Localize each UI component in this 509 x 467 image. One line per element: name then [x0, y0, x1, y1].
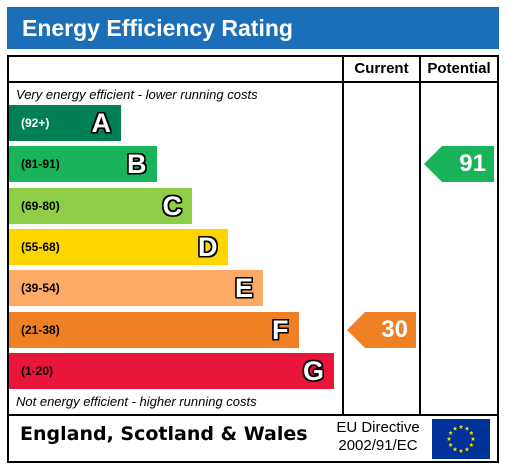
potential-column-header: Potential — [427, 60, 491, 77]
directive-line-2: 2002/91/EC — [338, 437, 418, 454]
band-g: (1-20) G — [9, 352, 334, 389]
potential-arrow-shape — [424, 146, 494, 183]
header-divider — [7, 81, 499, 83]
top-note: Very energy efficient - lower running co… — [16, 87, 258, 102]
current-arrow-shape — [347, 311, 416, 348]
footer-divider — [7, 414, 499, 416]
band-b: (81-91) B — [9, 146, 157, 183]
potential-column-divider — [419, 55, 421, 416]
band-d: (55-68) D — [9, 228, 228, 265]
region-label: England, Scotland & Wales — [20, 423, 308, 445]
band-f: (21-38) F — [9, 311, 299, 348]
band-e: (39-54) E — [9, 270, 263, 307]
potential-rating-arrow: 91 — [424, 146, 494, 183]
eu-star — [470, 436, 476, 441]
eu-star — [448, 430, 453, 435]
band-range-label: (81-91) — [21, 157, 60, 172]
eu-star — [446, 436, 452, 441]
eu-flag-icon — [432, 419, 490, 459]
eu-star — [469, 430, 474, 435]
title-bar: Energy Efficiency Rating — [7, 7, 499, 49]
eu-star — [469, 442, 474, 447]
band-letter-label: D — [198, 231, 218, 262]
eu-star — [458, 424, 464, 429]
current-column-divider — [342, 55, 344, 416]
band-c: (69-80) C — [9, 187, 192, 224]
band-range-label: (92+) — [21, 116, 50, 130]
current-column-header: Current — [354, 60, 409, 77]
rating-frame — [7, 55, 499, 463]
band-range-label: (69-80) — [21, 198, 60, 213]
directive-line-1: EU Directive — [336, 419, 420, 436]
potential-rating-value: 91 — [459, 150, 486, 178]
band-letter-label: E — [234, 273, 253, 304]
eu-star — [464, 426, 470, 431]
eu-star — [452, 446, 458, 452]
band-a: (92+) A — [9, 105, 121, 141]
band-letter-label: B — [127, 149, 147, 180]
band-letter-label: C — [162, 190, 183, 221]
band-letter-label: F — [272, 314, 289, 345]
band-range-label: (55-68) — [21, 239, 60, 254]
band-range-label: (39-54) — [21, 281, 60, 296]
eu-star — [458, 448, 464, 453]
band-range-label: (21-38) — [21, 322, 60, 337]
band-letter-label: G — [302, 355, 324, 386]
current-rating-arrow: 30 — [347, 311, 416, 348]
chart-title: Energy Efficiency Rating — [22, 15, 293, 41]
eu-directive: EU Directive 2002/91/EC — [328, 419, 428, 455]
band-range-label: (1-20) — [21, 363, 54, 378]
eu-star — [448, 442, 453, 447]
eu-star — [464, 446, 470, 452]
current-rating-value: 30 — [381, 315, 408, 343]
eu-star — [452, 426, 458, 431]
bottom-note: Not energy efficient - higher running co… — [16, 394, 257, 409]
band-letter-label: A — [91, 108, 112, 138]
